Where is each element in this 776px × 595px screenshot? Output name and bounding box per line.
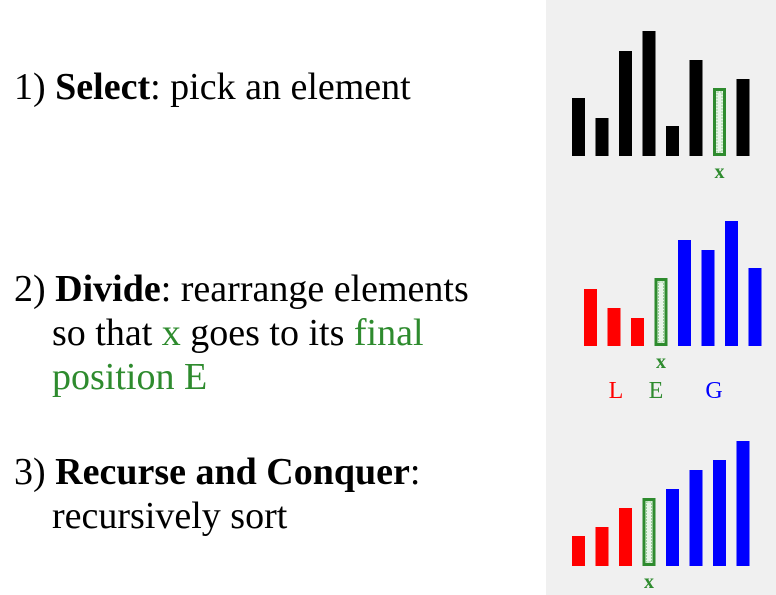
step-text: goes to its: [180, 312, 354, 354]
pivot-bar-hatch: [646, 501, 652, 563]
quicksort-diagrams: x x L E Gx: [572, 31, 762, 593]
step-title: Divide: [55, 268, 161, 310]
bar: [701, 250, 715, 346]
bar: [572, 98, 585, 156]
bar: [725, 221, 738, 346]
pivot-x-label: x: [644, 571, 654, 593]
step-line-2: recursively sort: [52, 495, 288, 537]
pivot-bar: [713, 88, 726, 156]
final-text: final: [353, 312, 424, 354]
bar: [713, 460, 726, 566]
step-number: 2): [14, 268, 46, 310]
bar: [619, 51, 632, 156]
bar: [595, 527, 609, 566]
step-text: so that: [52, 312, 162, 354]
bar: [631, 318, 644, 346]
step-line-3: position E: [52, 356, 208, 398]
bar: [748, 268, 762, 346]
pivot-x-label: x: [656, 351, 666, 373]
pivot-bar: [654, 278, 668, 346]
step-select: 1) Select: pick an element: [14, 65, 411, 109]
bar: [584, 289, 597, 346]
step-text: : pick an element: [150, 66, 411, 108]
bar: [595, 118, 609, 156]
group-label-g: G: [705, 378, 722, 404]
bar: [736, 441, 750, 566]
bar: [689, 60, 703, 156]
pivot-x-text: x: [161, 312, 181, 354]
pivot-x-label: x: [715, 161, 725, 183]
bar: [666, 126, 679, 156]
pivot-bar-hatch: [716, 91, 723, 153]
step-text: :: [409, 451, 421, 493]
pivot-bar: [642, 498, 656, 566]
bar: [689, 470, 703, 566]
group-label-e: E: [649, 378, 664, 404]
bar: [619, 508, 632, 566]
pivot-bar-hatch: [658, 281, 664, 343]
bar: [642, 31, 656, 156]
step-number: 3): [14, 451, 46, 493]
bar: [572, 536, 585, 566]
bar: [607, 308, 621, 346]
bar: [666, 489, 679, 566]
step-title: Select: [55, 66, 151, 108]
step-number: 1): [14, 66, 46, 108]
step-title: Recurse and Conquer: [55, 451, 410, 493]
group-label-l: L: [609, 378, 624, 404]
step-line-2: so that x goes to its final: [14, 311, 469, 355]
step-text: : rearrange elements: [160, 268, 469, 310]
bar: [678, 240, 691, 346]
bar: [736, 79, 750, 156]
step-divide: 2) Divide: rearrange elements so that x …: [14, 267, 469, 399]
step-recurse: 3) Recurse and Conquer: recursively sort: [14, 450, 420, 538]
